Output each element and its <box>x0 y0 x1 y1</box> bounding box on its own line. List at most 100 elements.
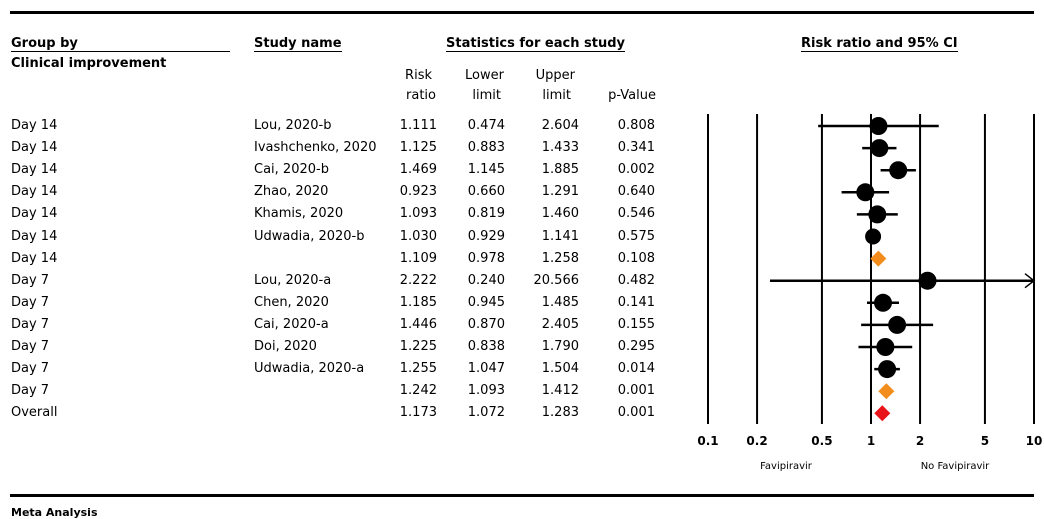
study-marker <box>888 315 907 334</box>
tick-label: 0.1 <box>697 434 718 448</box>
row-upper-limit: 1.433 <box>541 140 579 156</box>
row-study-name: Udwadia, 2020-a <box>254 361 365 377</box>
study-marker <box>865 228 882 245</box>
risk-ratio-header-line1: Risk <box>405 68 432 83</box>
row-group: Day 14 <box>11 118 58 133</box>
row-upper-limit: 1.412 <box>541 383 579 399</box>
tick-label: 0.5 <box>811 434 832 448</box>
row-p-value: 0.002 <box>617 162 655 178</box>
row-p-value: 0.546 <box>617 206 655 222</box>
row-group: Day 7 <box>11 272 50 288</box>
row-risk-ratio: 1.173 <box>399 405 437 421</box>
subtotal-diamond <box>878 383 895 400</box>
row-study-name: Lou, 2020-a <box>254 272 332 288</box>
row-risk-ratio: 1.242 <box>399 383 437 399</box>
study-marker <box>918 271 937 290</box>
row-p-value: 0.014 <box>617 361 655 377</box>
risk-ratio-header-line2: ratio <box>406 88 436 103</box>
group-variable-label: Clinical improvement <box>11 56 167 71</box>
row-p-value: 0.155 <box>617 316 655 332</box>
row-study-name: Cai, 2020-b <box>254 162 329 178</box>
study-marker <box>878 360 897 379</box>
favours-right-label: No Favipiravir <box>921 461 990 472</box>
row-p-value: 0.001 <box>617 383 655 399</box>
row-study-name: Udwadia, 2020-b <box>254 228 365 244</box>
row-group: Overall <box>11 405 58 421</box>
p-value-header: p-Value <box>608 88 656 103</box>
row-risk-ratio: 1.185 <box>399 294 437 310</box>
row-study-name: Ivashchenko, 2020 <box>254 140 377 156</box>
study-marker <box>868 205 887 224</box>
row-upper-limit: 1.141 <box>541 228 579 244</box>
row-lower-limit: 0.474 <box>467 118 505 133</box>
tick-label: 0.2 <box>746 434 767 448</box>
row-upper-limit: 1.885 <box>541 162 579 178</box>
row-risk-ratio: 2.222 <box>399 272 437 288</box>
row-group: Day 7 <box>11 383 50 399</box>
row-p-value: 0.808 <box>617 118 655 133</box>
upper-limit-header-line1: Upper <box>535 68 575 83</box>
row-study-name: Chen, 2020 <box>254 294 329 310</box>
top-rule <box>10 11 1034 14</box>
row-upper-limit: 1.258 <box>541 250 579 266</box>
row-group: Day 14 <box>11 184 58 200</box>
row-lower-limit: 0.883 <box>467 140 505 156</box>
row-lower-limit: 0.819 <box>467 206 505 222</box>
row-group: Day 14 <box>11 162 58 178</box>
study-marker <box>889 161 908 180</box>
tick-label: 5 <box>981 434 989 448</box>
lower-limit-header-line1: Lower <box>465 68 504 83</box>
row-p-value: 0.640 <box>617 184 655 200</box>
row-p-value: 0.482 <box>617 272 655 288</box>
row-upper-limit: 1.504 <box>541 361 579 377</box>
row-upper-limit: 1.291 <box>541 184 579 200</box>
row-risk-ratio: 1.111 <box>399 118 437 133</box>
row-risk-ratio: 1.446 <box>399 316 437 332</box>
row-risk-ratio: 1.030 <box>399 228 437 244</box>
tick-label: 2 <box>916 434 924 448</box>
row-study-name: Doi, 2020 <box>254 339 317 354</box>
row-p-value: 0.141 <box>617 294 655 310</box>
row-lower-limit: 1.072 <box>467 405 505 421</box>
row-p-value: 0.108 <box>617 250 655 266</box>
upper-limit-header-line2: limit <box>542 88 571 103</box>
row-risk-ratio: 0.923 <box>399 184 437 200</box>
row-p-value: 0.341 <box>617 140 655 156</box>
row-lower-limit: 1.145 <box>467 162 505 178</box>
row-group: Day 7 <box>11 361 50 377</box>
row-upper-limit: 1.283 <box>541 405 579 421</box>
row-upper-limit: 1.460 <box>541 206 579 222</box>
ci-arrow <box>1024 273 1036 289</box>
row-p-value: 0.001 <box>617 405 655 421</box>
row-p-value: 0.295 <box>617 339 655 354</box>
row-upper-limit: 2.405 <box>541 316 579 332</box>
row-upper-limit: 2.604 <box>541 118 579 133</box>
row-lower-limit: 0.945 <box>467 294 505 310</box>
row-study-name: Lou, 2020-b <box>254 118 332 133</box>
row-risk-ratio: 1.125 <box>399 140 437 156</box>
row-upper-limit: 20.566 <box>533 272 580 288</box>
row-p-value: 0.575 <box>617 228 655 244</box>
group-by-header: Group by <box>11 36 230 52</box>
row-lower-limit: 1.047 <box>467 361 505 377</box>
row-upper-limit: 1.485 <box>541 294 579 310</box>
bottom-rule <box>10 494 1034 497</box>
subtotal-diamond <box>870 250 887 267</box>
row-risk-ratio: 1.255 <box>399 361 437 377</box>
row-study-name: Cai, 2020-a <box>254 316 329 332</box>
study-marker <box>870 139 889 158</box>
row-lower-limit: 0.870 <box>467 316 505 332</box>
row-lower-limit: 0.660 <box>467 184 505 200</box>
footer-label: Meta Analysis <box>11 506 98 519</box>
statistics-header: Statistics for each study <box>446 36 625 52</box>
row-group: Day 7 <box>11 339 50 354</box>
row-lower-limit: 0.978 <box>467 250 505 266</box>
row-lower-limit: 0.929 <box>467 228 505 244</box>
overall-diamond <box>874 405 891 422</box>
row-group: Day 14 <box>11 206 58 222</box>
favours-left-label: Favipiravir <box>760 461 813 472</box>
study-marker <box>869 117 888 135</box>
row-group: Day 7 <box>11 294 50 310</box>
study-marker <box>876 338 895 356</box>
